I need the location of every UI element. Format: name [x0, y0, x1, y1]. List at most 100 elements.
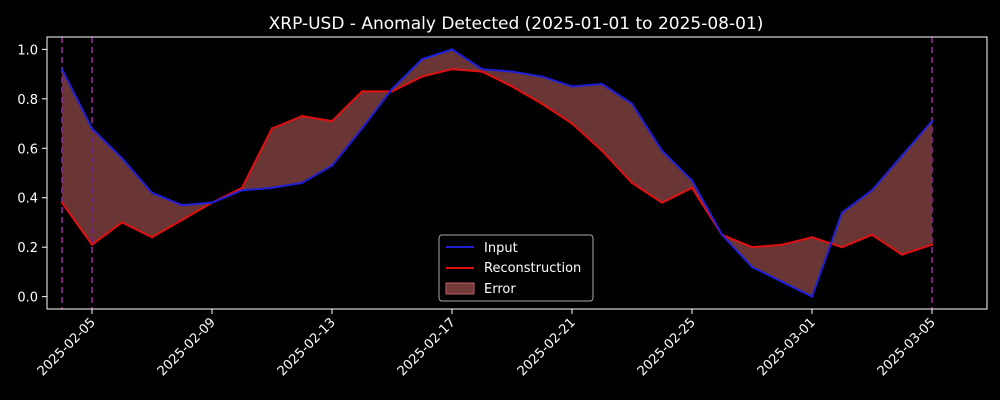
reconstruction-data-point	[660, 201, 664, 204]
reconstruction-series-line	[61, 68, 933, 256]
x-tick-label: 2025-03-05	[875, 315, 939, 379]
input-data-point	[780, 280, 784, 283]
reconstruction-data-point	[150, 236, 154, 239]
reconstruction-data-point	[300, 114, 304, 118]
input-data-point	[840, 211, 844, 214]
reconstruction-data-point	[90, 243, 94, 246]
error-area-segment	[632, 103, 662, 203]
legend: Input Reconstruction Error	[438, 234, 594, 302]
y-tick-label: 0.2	[17, 241, 38, 256]
x-tick-label: 2025-03-01	[755, 315, 819, 379]
reconstruction-data-point	[270, 127, 274, 130]
reconstruction-data-point	[60, 201, 64, 204]
input-data-point	[450, 48, 454, 51]
reconstruction-data-point	[570, 122, 574, 125]
input-data-point	[150, 191, 154, 194]
input-data-point	[570, 85, 574, 88]
error-area-segment	[122, 158, 152, 238]
y-tick-label: 0.6	[17, 142, 38, 157]
x-tick-label: 2025-02-21	[515, 315, 579, 379]
error-area-segment	[752, 244, 782, 282]
input-data-point	[510, 70, 514, 73]
input-data-point	[750, 265, 754, 269]
input-data-point	[930, 119, 934, 123]
reconstruction-data-point	[870, 233, 874, 237]
legend-box	[438, 234, 594, 302]
input-data-point	[390, 87, 394, 91]
input-data-point	[720, 233, 724, 237]
reconstruction-data-point	[510, 85, 514, 88]
reconstruction-data-point	[360, 90, 364, 93]
y-tick-label: 1.0	[17, 43, 38, 58]
reconstruction-data-point	[420, 75, 424, 78]
error-area-segment	[782, 237, 812, 297]
legend-error-swatch	[445, 282, 475, 295]
input-data-point	[480, 67, 484, 71]
input-data-point	[300, 181, 304, 185]
x-tick-label: 2025-02-13	[275, 315, 339, 379]
input-data-point	[90, 127, 94, 130]
error-area-segment	[902, 121, 932, 255]
plot-area	[60, 37, 934, 309]
input-data-point	[330, 164, 334, 167]
error-area-segment	[92, 128, 122, 245]
y-tick-label: 0.0	[17, 291, 38, 306]
input-data-point	[540, 75, 544, 78]
y-tick-label: 0.8	[17, 93, 38, 108]
input-data-point	[420, 58, 424, 61]
input-data-point	[630, 102, 634, 105]
error-area-segment	[62, 69, 92, 245]
reconstruction-data-point	[180, 218, 184, 222]
error-area-segment	[662, 150, 692, 203]
input-data-point	[180, 203, 184, 207]
legend-reconstruction-label: Reconstruction	[484, 261, 581, 276]
chart-title: XRP-USD - Anomaly Detected (2025-01-01 t…	[269, 14, 764, 34]
input-data-point	[360, 127, 364, 130]
reconstruction-data-point	[780, 243, 784, 246]
reconstruction-data-point	[480, 70, 484, 73]
error-area-segment	[542, 76, 572, 124]
error-area-segment	[842, 190, 872, 248]
reconstruction-data-point	[840, 245, 844, 249]
error-area-segment	[272, 116, 302, 188]
legend-error-label: Error	[484, 282, 516, 297]
x-tick-label: 2025-02-17	[395, 315, 459, 379]
reconstruction-data-point	[750, 245, 754, 249]
reconstruction-data-point	[120, 221, 124, 224]
y-tick-label: 0.4	[17, 192, 38, 207]
reconstruction-data-point	[900, 253, 904, 256]
error-area-segment	[302, 116, 332, 183]
reconstruction-data-point	[930, 243, 934, 246]
reconstruction-data-point	[810, 236, 814, 239]
input-series-line	[61, 48, 933, 298]
input-data-point	[660, 149, 664, 152]
input-data-point	[600, 82, 604, 86]
input-data-point	[270, 186, 274, 190]
error-area-segment	[512, 71, 542, 104]
input-data-point	[60, 67, 64, 71]
input-data-point	[810, 295, 814, 298]
input-data-point	[690, 179, 694, 182]
input-data-point	[210, 201, 214, 204]
input-data-point	[870, 189, 874, 192]
x-tick-label: 2025-02-09	[155, 315, 219, 379]
reconstruction-data-point	[330, 119, 334, 123]
legend-input-label: Input	[484, 241, 518, 256]
reconstruction-data-point	[450, 67, 454, 71]
reconstruction-data-point	[540, 102, 544, 105]
input-data-point	[240, 189, 244, 192]
error-area-segment	[422, 49, 452, 77]
reconstruction-data-point	[630, 181, 634, 185]
x-tick-label: 2025-02-25	[635, 315, 699, 379]
error-area-segment	[152, 192, 182, 238]
reconstruction-data-point	[690, 186, 694, 190]
plot-frame	[46, 36, 988, 310]
input-data-point	[120, 156, 124, 160]
x-tick-label: 2025-02-05	[35, 315, 99, 379]
reconstruction-data-point	[240, 186, 244, 190]
error-area-segment	[332, 91, 362, 166]
error-area-segment	[572, 83, 602, 151]
error-area-segment	[872, 155, 902, 255]
reconstruction-data-point	[600, 149, 604, 152]
